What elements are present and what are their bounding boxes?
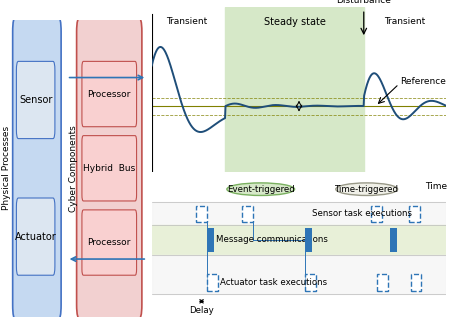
FancyBboxPatch shape <box>305 274 315 291</box>
Text: Hybrid  Bus: Hybrid Bus <box>83 164 135 173</box>
Bar <box>151 255 445 294</box>
Text: Transient: Transient <box>384 17 425 26</box>
FancyBboxPatch shape <box>17 61 55 139</box>
Bar <box>151 225 445 255</box>
FancyBboxPatch shape <box>82 210 136 275</box>
FancyBboxPatch shape <box>410 274 420 291</box>
FancyBboxPatch shape <box>82 136 136 201</box>
Text: Reference: Reference <box>400 77 446 86</box>
Text: Event-triggered: Event-triggered <box>226 185 294 194</box>
FancyBboxPatch shape <box>241 206 252 222</box>
FancyBboxPatch shape <box>409 206 419 222</box>
Text: Sensor: Sensor <box>19 95 52 105</box>
Text: Steady state: Steady state <box>263 17 325 27</box>
Text: Disturbance: Disturbance <box>336 0 390 5</box>
FancyBboxPatch shape <box>207 274 217 291</box>
Bar <box>225 7 363 172</box>
Text: Time: Time <box>425 182 447 191</box>
Text: Processor: Processor <box>87 89 131 99</box>
Bar <box>151 227 445 253</box>
Ellipse shape <box>335 183 397 195</box>
FancyBboxPatch shape <box>77 17 141 320</box>
Text: Actuator: Actuator <box>15 232 56 242</box>
Text: Delay: Delay <box>189 306 213 315</box>
Bar <box>151 202 445 225</box>
Ellipse shape <box>226 183 294 195</box>
Text: Message communications: Message communications <box>216 236 327 245</box>
FancyBboxPatch shape <box>305 228 311 252</box>
Text: Cyber Components: Cyber Components <box>69 125 78 212</box>
FancyBboxPatch shape <box>196 206 207 222</box>
FancyBboxPatch shape <box>370 206 381 222</box>
FancyBboxPatch shape <box>82 61 136 127</box>
FancyBboxPatch shape <box>17 198 55 275</box>
FancyBboxPatch shape <box>376 274 387 291</box>
FancyBboxPatch shape <box>207 228 213 252</box>
Text: Physical Processes: Physical Processes <box>2 126 11 210</box>
FancyBboxPatch shape <box>13 17 61 320</box>
Text: Sensor task executions: Sensor task executions <box>312 210 411 218</box>
Text: Processor: Processor <box>87 238 131 247</box>
Text: Time-triggered: Time-triggered <box>334 185 398 194</box>
Text: Transient: Transient <box>166 17 207 26</box>
FancyBboxPatch shape <box>389 228 396 252</box>
Text: Actuator task executions: Actuator task executions <box>219 278 326 287</box>
